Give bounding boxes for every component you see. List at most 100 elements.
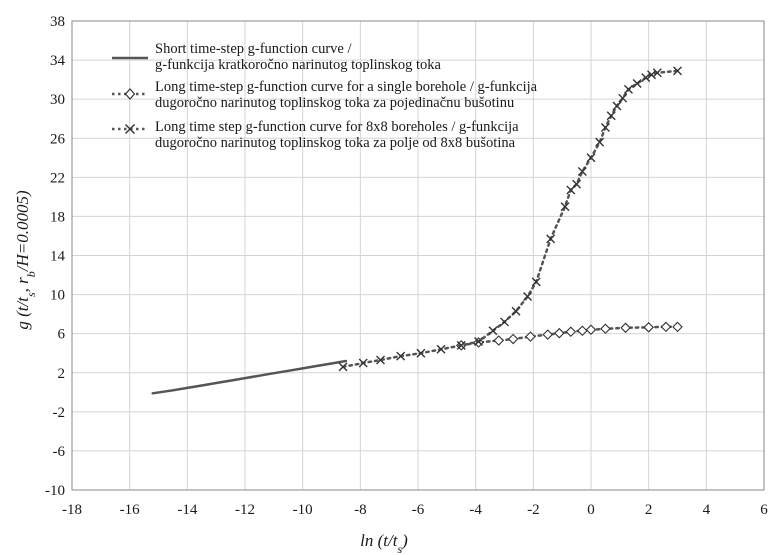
- x-tick-label-2: -14: [177, 502, 197, 518]
- series-1-point-12: [643, 322, 654, 333]
- legend: Short time-step g-function curve / g-fun…: [112, 41, 538, 151]
- series-1-point-10: [600, 323, 611, 335]
- x-tick-label-8: -2: [527, 502, 540, 518]
- legend-label-short-time-line1: Short time-step g-function curve /: [155, 41, 352, 57]
- y-tick-label-10: 30: [50, 92, 65, 108]
- series-layer: [151, 66, 683, 395]
- legend-entry-single-borehole: Long time-step g-function curve for a si…: [112, 79, 538, 111]
- series-2-point-8: [488, 326, 498, 336]
- series-2-point-3: [396, 351, 406, 361]
- y-axis-title-mid: , r: [13, 277, 32, 293]
- y-tick-label-2: -2: [53, 405, 66, 421]
- x-tick-label-5: -8: [354, 502, 367, 518]
- series-1-point-2: [493, 335, 505, 346]
- x-tick-label-1: -16: [120, 502, 140, 518]
- series-1-point-5: [542, 329, 554, 340]
- x-tick-label-3: -12: [235, 502, 255, 518]
- series-1-point-13: [660, 321, 672, 333]
- legend-marker-diamond-icon: [124, 88, 136, 100]
- y-axis-title-sub: s: [24, 292, 38, 297]
- y-tick-label-8: 22: [50, 170, 65, 186]
- x-tick-label-12: 6: [760, 502, 768, 518]
- tick-labels: -18 -16 -14 -12 -10 -8 -6 -4 -2 0 2 4 6-10-6-2261014…: [45, 14, 768, 518]
- y-tick-label-1: -6: [53, 444, 66, 460]
- y-tick-label-0: -10: [45, 483, 65, 499]
- legend-entry-short-time: Short time-step g-function curve / g-fun…: [112, 41, 441, 73]
- series-2-point-22: [612, 101, 622, 111]
- series-2-point-0: [338, 362, 348, 372]
- legend-label-8x8-boreholes-line2: dugoročno narinutog toplinskog toka za p…: [155, 135, 516, 151]
- y-axis-title-main: g (t/t: [13, 296, 32, 330]
- y-axis-title: g (t/ts, rb/H=0.0005): [13, 190, 38, 330]
- series-2-point-11: [523, 292, 533, 302]
- series-2-point-23: [618, 93, 628, 103]
- series-1-point-11: [620, 322, 631, 334]
- series-2-point-14: [560, 202, 570, 212]
- x-axis-title: ln (t/ts): [360, 531, 408, 555]
- y-tick-label-12: 38: [50, 14, 65, 30]
- legend-label-8x8-boreholes-line1: Long time step g-function curve for 8x8 …: [155, 119, 519, 135]
- x-tick-label-10: 2: [645, 502, 653, 518]
- x-tick-label-0: -18: [62, 502, 82, 518]
- legend-label-single-borehole-line1: Long time-step g-function curve for a si…: [155, 79, 538, 95]
- series-2-point-5: [436, 344, 446, 354]
- svg-text:g (t/ts, rb/H=0.0005): g (t/ts, rb/H=0.0005): [13, 190, 38, 330]
- series-2-point-13: [546, 234, 556, 244]
- plot-frame: [71, 20, 765, 491]
- svg-text:ln (t/ts): ln (t/ts): [360, 531, 408, 555]
- series-1-point-6: [554, 327, 565, 339]
- series-1-point-4: [525, 331, 536, 342]
- series-2-point-27: [647, 70, 657, 80]
- x-tick-label-6: -6: [412, 502, 425, 518]
- x-tick-label-11: 4: [703, 502, 711, 518]
- y-tick-label-7: 18: [50, 209, 65, 225]
- y-tick-label-4: 6: [58, 327, 66, 343]
- series-1-point-14: [672, 321, 683, 333]
- series-0-line: [151, 359, 348, 395]
- y-tick-label-5: 10: [50, 288, 65, 304]
- series-2-point-28: [652, 68, 662, 78]
- y-tick-label-6: 14: [50, 249, 66, 265]
- series-2: [338, 66, 682, 372]
- series-2-point-24: [623, 84, 633, 94]
- series-2-point-4: [416, 348, 426, 358]
- legend-label-single-borehole-line2: dugoročno narinutog toplinskog toka za p…: [155, 95, 514, 111]
- series-2-point-20: [600, 123, 610, 132]
- series-2-point-19: [595, 137, 605, 147]
- series-1-point-9: [585, 324, 597, 336]
- series-2-point-18: [586, 153, 596, 163]
- y-axis-title-tail: /H=0.0005): [13, 190, 32, 272]
- series-2-point-1: [358, 358, 368, 368]
- x-axis-title-sub: s: [397, 542, 402, 555]
- series-2-point-2: [376, 355, 386, 365]
- y-tick-label-3: 2: [58, 366, 66, 382]
- legend-label-short-time-line2: g-funkcija kratkoročno narinutog toplins…: [155, 57, 441, 73]
- series-1-point-8: [577, 325, 588, 337]
- y-axis-title-sub2: b: [24, 271, 38, 277]
- x-axis-title-close: ): [401, 531, 408, 550]
- series-2-point-29: [673, 66, 682, 76]
- series-2-point-17: [577, 166, 587, 176]
- x-tick-label-9: 0: [587, 502, 595, 518]
- series-2-point-6: [456, 340, 466, 350]
- x-axis-title-main: ln (t/t: [360, 531, 399, 550]
- x-tick-label-7: -4: [469, 502, 482, 518]
- series-2-point-9: [500, 317, 509, 327]
- series-2-point-10: [511, 306, 521, 316]
- legend-marker-x-icon: [125, 124, 135, 134]
- series-2-point-26: [641, 73, 651, 83]
- series-1-point-3: [507, 333, 519, 345]
- grid: [71, 20, 765, 491]
- y-tick-label-9: 26: [50, 131, 66, 147]
- legend-entry-8x8-boreholes: Long time step g-function curve for 8x8 …: [112, 119, 519, 151]
- series-2-point-12: [531, 277, 541, 287]
- y-tick-label-11: 34: [50, 53, 66, 69]
- series-2-point-21: [606, 111, 616, 121]
- series-2-point-7: [474, 336, 484, 346]
- series-2-point-16: [572, 179, 582, 189]
- series-1-point-7: [565, 326, 577, 337]
- x-tick-label-4: -10: [293, 502, 313, 518]
- series-2-point-25: [632, 79, 642, 89]
- series-1: [455, 321, 683, 351]
